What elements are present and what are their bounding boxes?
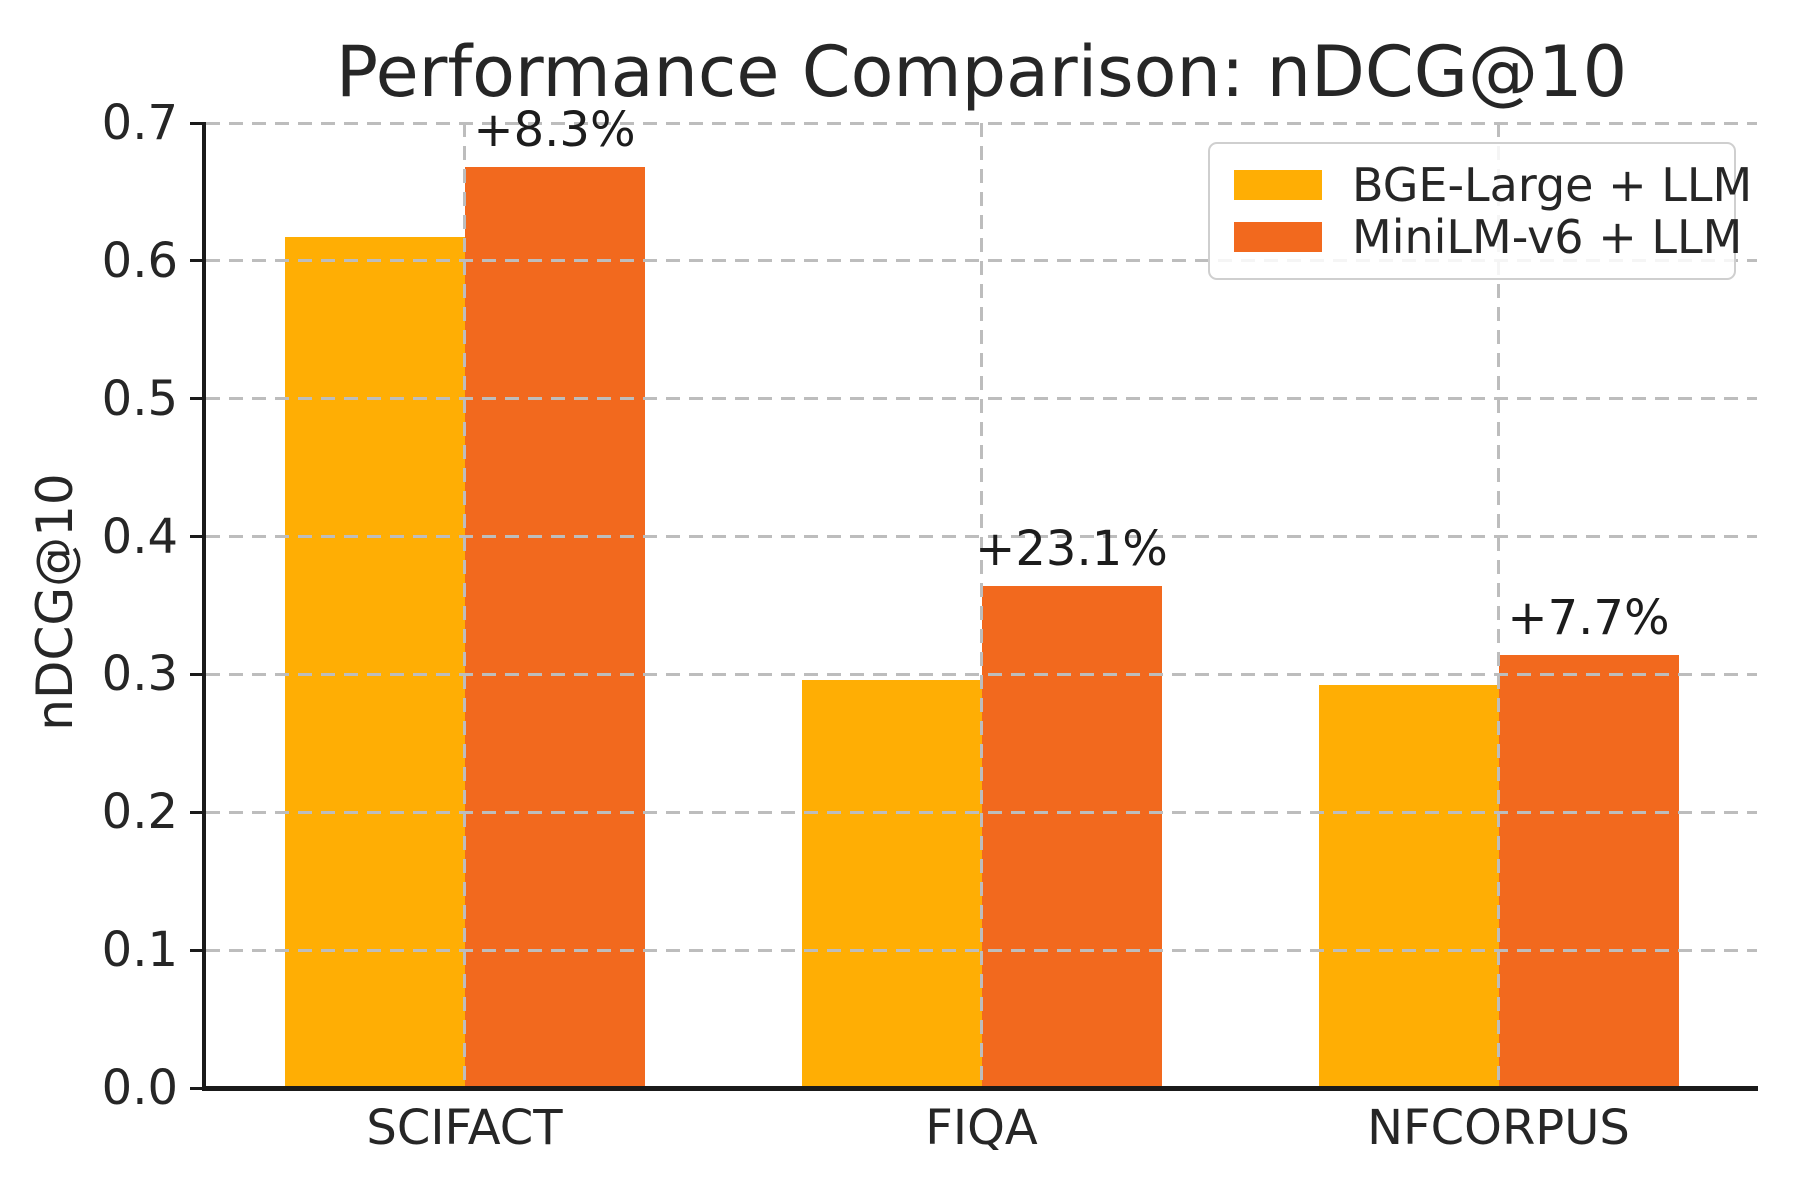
y-tick-label-0.4: 0.4 bbox=[101, 508, 178, 565]
legend: BGE-Large + LLM MiniLM-v6 + LLM bbox=[1208, 142, 1752, 280]
y-tick-0.4 bbox=[190, 535, 206, 539]
x-tick-label-fiqa: FIQA bbox=[925, 1100, 1038, 1156]
annotation-scifact: +8.3% bbox=[473, 102, 636, 159]
y-tick-label-0.7: 0.7 bbox=[101, 95, 178, 151]
x-gridline-nfcorpus bbox=[1497, 123, 1500, 1088]
x-tick-label-scifact: SCIFACT bbox=[366, 1100, 563, 1156]
x-gridline-fiqa bbox=[980, 123, 983, 1088]
y-tick-0.1 bbox=[190, 948, 206, 952]
chart-title: Performance Comparison: nDCG@10 bbox=[335, 31, 1628, 113]
y-tick-0.7 bbox=[190, 121, 206, 125]
legend-swatch-minilm bbox=[1234, 222, 1322, 252]
x-gridline-scifact bbox=[463, 123, 466, 1088]
bar-scifact-minilm bbox=[464, 167, 645, 1088]
annotation-fiqa: +23.1% bbox=[975, 521, 1168, 578]
legend-row-minilm: MiniLM-v6 + LLM bbox=[1234, 210, 1742, 264]
legend-swatch-bge bbox=[1234, 170, 1322, 200]
x-tick-label-nfcorpus: NFCORPUS bbox=[1367, 1100, 1630, 1156]
y-tick-0.3 bbox=[190, 672, 206, 676]
bar-scifact-bge bbox=[284, 237, 465, 1088]
y-tick-0.6 bbox=[190, 259, 206, 263]
bar-nfcorpus-minilm bbox=[1498, 655, 1679, 1088]
y-tick-0.5 bbox=[190, 397, 206, 401]
y-tick-label-0.3: 0.3 bbox=[101, 646, 178, 703]
bar-nfcorpus-bge bbox=[1318, 685, 1499, 1088]
y-tick-label-0.2: 0.2 bbox=[101, 784, 178, 841]
legend-row-bge: BGE-Large + LLM bbox=[1234, 158, 1752, 212]
legend-label-bge: BGE-Large + LLM bbox=[1352, 158, 1753, 212]
bar-fiqa-bge bbox=[801, 679, 982, 1088]
y-tick-0.0 bbox=[190, 1086, 206, 1090]
plot-area: +8.3% +23.1% +7.7% bbox=[206, 103, 1757, 1088]
legend-label-minilm: MiniLM-v6 + LLM bbox=[1352, 210, 1743, 264]
bar-fiqa-minilm bbox=[981, 586, 1162, 1088]
y-tick-label-0.1: 0.1 bbox=[101, 922, 178, 979]
y-tick-label-0.0: 0.0 bbox=[101, 1060, 178, 1116]
y-tick-label-0.5: 0.5 bbox=[101, 370, 178, 427]
y-axis-spine bbox=[202, 123, 206, 1091]
annotation-nfcorpus: +7.7% bbox=[1507, 590, 1670, 647]
y-tick-0.2 bbox=[190, 810, 206, 814]
y-tick-label-0.6: 0.6 bbox=[101, 232, 178, 289]
x-axis-spine bbox=[202, 1086, 1758, 1091]
